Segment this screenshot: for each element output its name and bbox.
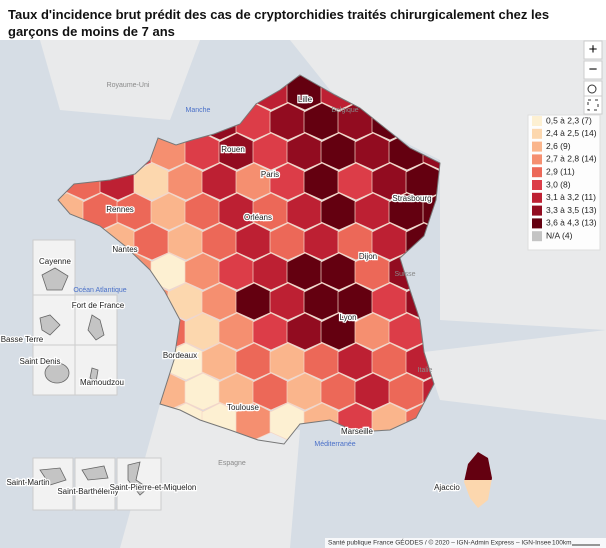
italy — [424, 330, 606, 420]
inset-label: Basse Terre — [1, 335, 44, 344]
legend-label: 0,5 à 2,3 (7) — [546, 115, 592, 125]
city-label: Ajaccio — [434, 483, 460, 492]
city-label: Toulouse — [227, 403, 260, 412]
inset-frames — [32, 239, 162, 511]
attribution: Santé publique France GÉODES / © 2020 – … — [328, 538, 551, 547]
city-label: Rennes — [106, 205, 134, 214]
fullscreen[interactable] — [583, 95, 603, 115]
spain — [120, 404, 300, 548]
place-label: Belgique — [331, 107, 358, 114]
place-label: Manche — [186, 107, 211, 114]
inset-label: Cayenne — [39, 257, 72, 266]
city-label: Marseille — [341, 427, 374, 436]
fullscreen-icon — [587, 99, 599, 111]
department — [405, 162, 440, 201]
city-label: Rouen — [221, 145, 245, 154]
inset-label: Fort de France — [72, 301, 125, 310]
inset-label: Saint Denis — [20, 357, 61, 366]
legend-swatch — [532, 167, 542, 178]
legend-label: 3,3 à 3,5 (13) — [546, 205, 597, 215]
zoom-out[interactable] — [583, 60, 603, 80]
legend-swatch — [532, 218, 542, 229]
legend-swatch — [532, 192, 542, 203]
legend-label: 2,7 à 2,8 (14) — [546, 154, 597, 164]
legend-label: 2,6 (9) — [546, 141, 571, 151]
inset-label: Saint-Martin — [6, 478, 49, 487]
city-label: Lille — [298, 95, 313, 104]
legend-swatch — [532, 231, 542, 242]
inset-label: Saint-Pierre-et-Miquelon — [110, 483, 197, 492]
city-label: Paris — [261, 170, 279, 179]
legend-swatch — [532, 180, 542, 190]
zoom-in[interactable] — [583, 40, 603, 60]
city-label: Bordeaux — [163, 351, 197, 360]
inset-label: Mamoudzou — [80, 378, 124, 387]
zoom-in-label: + — [589, 41, 598, 58]
city-label: Nantes — [112, 245, 137, 254]
place-label: Océan Atlantique — [73, 287, 126, 294]
legend-label: 3,6 à 4,3 (13) — [546, 218, 597, 228]
place-label: Royaume-Uni — [107, 82, 150, 89]
place-label: Italie — [418, 367, 433, 374]
legend-label: N/A (4) — [546, 230, 573, 240]
legend-label: 3,1 à 3,2 (11) — [546, 192, 596, 202]
city-label: Strasbourg — [392, 194, 431, 203]
place-label: Suisse — [394, 271, 415, 278]
legend-label: 2,9 (11) — [546, 166, 575, 176]
neighbors — [290, 40, 606, 330]
legend-label: 3,0 (8) — [546, 179, 571, 189]
city-label: Orléans — [244, 213, 272, 222]
attribution-bg — [325, 538, 606, 548]
zoom-out-label: − — [589, 61, 598, 78]
map-title: Taux d'incidence brut prédit des cas de … — [8, 7, 550, 39]
city-label: Dijon — [359, 252, 377, 261]
place-label: Méditerranée — [314, 441, 355, 448]
city-label: Lyon — [339, 313, 356, 322]
legend-swatch — [532, 128, 542, 139]
inset-label: Saint-Barthélemy — [57, 487, 118, 496]
zoom-controls: + − — [583, 40, 603, 115]
inset-shapes — [39, 267, 149, 496]
scale-label: 100km — [552, 540, 572, 547]
legend-swatch — [532, 141, 542, 152]
legend-swatch — [532, 116, 542, 126]
uk — [40, 40, 200, 120]
legend-swatch — [532, 205, 542, 216]
search-icon — [587, 84, 597, 94]
legend-swatch — [532, 154, 542, 165]
legend-label: 2,4 à 2,5 (14) — [546, 128, 597, 138]
place-label: Espagne — [218, 460, 246, 467]
